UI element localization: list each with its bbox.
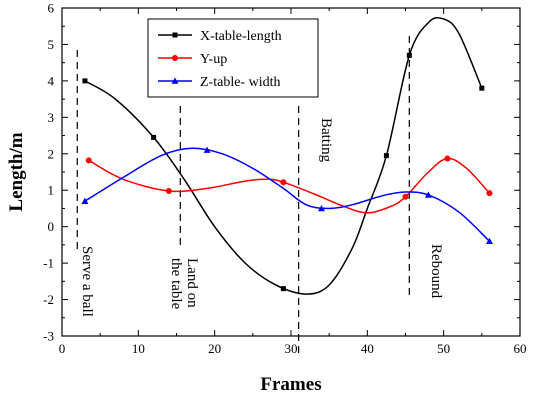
x-axis-title: Frames (260, 374, 321, 395)
y-tick-label: 6 (48, 1, 55, 16)
data-point-y-up (486, 190, 493, 197)
series-line-x-table-length (84, 16, 483, 295)
series-line-y-up (88, 157, 491, 214)
x-tick-label: 10 (132, 341, 145, 356)
x-tick-label: 30 (285, 341, 298, 356)
legend-marker-y-up (172, 55, 178, 61)
y-tick-label: -2 (43, 292, 54, 307)
data-point-x-table-length (82, 78, 88, 84)
data-point-x-table-length (151, 134, 157, 140)
annotation-label: the table (168, 258, 184, 310)
series-curves (84, 16, 491, 295)
data-point-y-up (444, 155, 451, 162)
axes: 0 10 20 30 40 50 60 -3 -2 -1 0 1 2 3 4 5 6 (43, 1, 526, 357)
x-tick-label: 50 (437, 341, 450, 356)
y-tick-label: 3 (48, 110, 55, 125)
legend: X-table-length Y-up Z-table- width (147, 18, 319, 98)
legend-label: Z-table- width (200, 75, 280, 90)
y-tick-label: 4 (48, 73, 55, 88)
legend-marker-x-table-length (172, 32, 178, 38)
x-tick-label: 60 (514, 341, 527, 356)
data-point-y-up (280, 179, 287, 186)
annotation-label: Rebound (428, 244, 444, 299)
x-tick-label: 20 (208, 341, 221, 356)
data-point-x-table-length (280, 286, 286, 292)
event-lines (76, 36, 410, 358)
y-tick-label: -3 (43, 329, 54, 344)
data-point-y-up (85, 157, 92, 164)
y-axis-title: Length/m (6, 132, 27, 211)
y-tick-label: 5 (48, 37, 55, 52)
annotation-label: Land on (184, 258, 200, 308)
data-point-y-up (402, 193, 409, 200)
series-markers (81, 52, 493, 292)
data-point-x-table-length (406, 52, 412, 58)
data-point-y-up (165, 187, 172, 194)
y-tick-label: 1 (48, 183, 55, 198)
annotation-label: Batting (318, 118, 334, 163)
data-point-z-table-width (485, 237, 493, 245)
data-point-z-table-width (203, 146, 211, 153)
data-point-z-table-width (318, 204, 326, 212)
y-tick-label: -1 (43, 256, 54, 271)
x-tick-label: 40 (361, 341, 374, 356)
data-point-x-table-length (479, 85, 485, 91)
data-point-x-table-length (383, 153, 389, 159)
y-tick-label: 0 (48, 219, 55, 234)
series-line-z-table-width (84, 147, 490, 242)
legend-label: X-table-length (200, 29, 282, 44)
x-tick-label: 0 (59, 341, 66, 356)
y-tick-label: 2 (48, 146, 55, 161)
data-point-z-table-width (81, 197, 89, 204)
legend-label: Y-up (200, 52, 227, 67)
annotation-label: Serve a ball (79, 246, 95, 317)
legend-marker-z-table-width (171, 77, 179, 84)
data-point-z-table-width (424, 191, 432, 198)
